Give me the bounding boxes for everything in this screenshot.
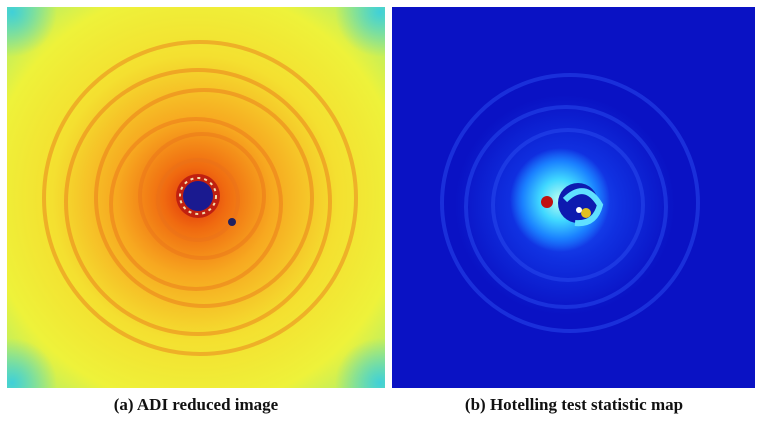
figure: (a) ADI reduced image (b) Hotelling test… [0, 0, 758, 423]
adi-image [0, 0, 425, 423]
hotelling-map [392, 7, 755, 388]
caption: (a) ADI reduced image [114, 395, 279, 414]
caption: (b) Hotelling test statistic map [465, 395, 683, 414]
